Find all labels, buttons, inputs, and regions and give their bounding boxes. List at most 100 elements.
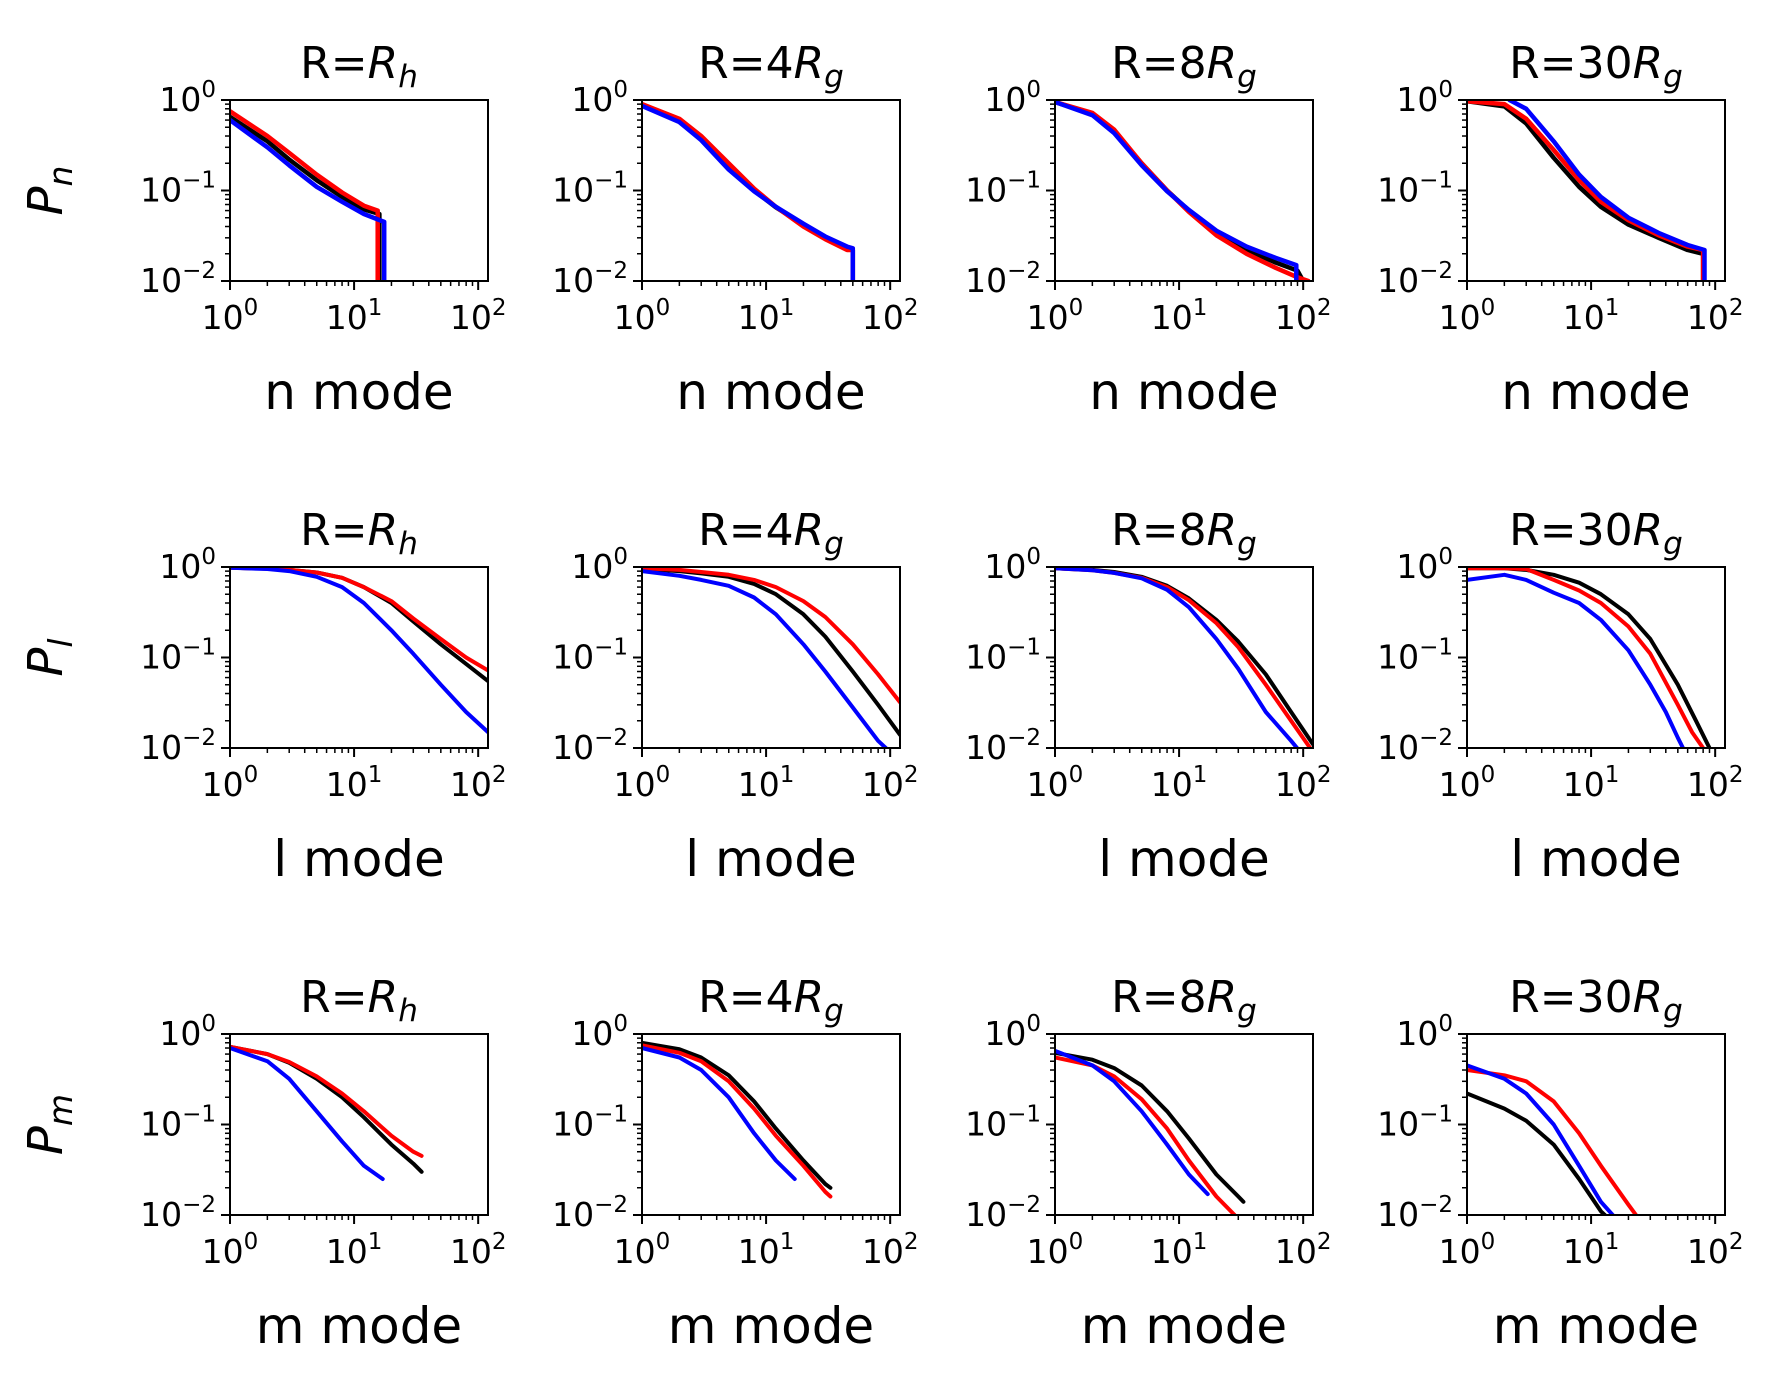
x-tick-label: 102 bbox=[862, 1229, 919, 1271]
subplot-title: R=Rh bbox=[300, 972, 418, 1029]
x-tick-label: 102 bbox=[1687, 295, 1744, 337]
series-line-black bbox=[230, 1044, 424, 1174]
x-tick-label: 102 bbox=[450, 1229, 507, 1271]
series-line-blue bbox=[642, 1046, 797, 1181]
y-tick-label: 10−1 bbox=[965, 635, 1041, 677]
series-group bbox=[1055, 567, 1313, 748]
x-tick-label: 100 bbox=[614, 295, 671, 337]
series-line-blue bbox=[230, 117, 387, 281]
x-tick-label: 101 bbox=[1563, 1229, 1620, 1271]
y-tick-label: 10−1 bbox=[552, 1102, 628, 1144]
series-line-red bbox=[642, 1043, 833, 1199]
y-tick-label: 10−2 bbox=[140, 258, 216, 300]
series-line-blue bbox=[642, 103, 856, 281]
x-axis-label: m mode bbox=[256, 1297, 462, 1355]
x-tick-label: 100 bbox=[202, 1229, 259, 1271]
series-line-blue bbox=[1055, 567, 1300, 748]
subplot-r0-c2: R=8Rg 100 101 102 100 10−1 10−2 n mode bbox=[965, 38, 1331, 421]
x-tick-label: 101 bbox=[326, 762, 383, 804]
axes-frame bbox=[1054, 99, 1314, 282]
x-tick-label: 102 bbox=[1275, 1229, 1332, 1271]
subplot-r0-c3: R=30Rg 100 101 102 100 10−1 10−2 n mode bbox=[1377, 38, 1743, 421]
y-tick-label: 10−1 bbox=[140, 168, 216, 210]
subplot-r2-c0: R=Rh 100 101 102 100 10−1 10−2 m mode Pm bbox=[18, 972, 506, 1355]
subplot-title: R=8Rg bbox=[1111, 972, 1257, 1029]
x-tick-label: 102 bbox=[1687, 1229, 1744, 1271]
x-tick-label: 102 bbox=[1275, 762, 1332, 804]
x-tick-label: 100 bbox=[1027, 1229, 1084, 1271]
series-line-black bbox=[642, 1040, 833, 1190]
subplot-title: R=Rh bbox=[300, 505, 418, 562]
series-group bbox=[642, 101, 856, 281]
x-axis-label: l mode bbox=[1098, 830, 1270, 888]
x-tick-label: 100 bbox=[202, 295, 259, 337]
series-group bbox=[642, 567, 900, 748]
x-axis-label: l mode bbox=[1510, 830, 1682, 888]
y-tick-label: 10−1 bbox=[1377, 635, 1453, 677]
series-line-red bbox=[1467, 567, 1706, 748]
x-tick-label: 101 bbox=[326, 1229, 383, 1271]
series-line-red bbox=[1467, 1068, 1638, 1215]
y-tick-label: 10−2 bbox=[140, 1192, 216, 1234]
subplot-r2-c3: R=30Rg 100 101 102 100 10−1 10−2 m mode bbox=[1377, 972, 1743, 1355]
y-tick-label: 10−2 bbox=[1377, 1192, 1453, 1234]
y-tick-label: 10−2 bbox=[1377, 725, 1453, 767]
series-line-black bbox=[1467, 100, 1706, 281]
y-tick-label: 100 bbox=[984, 77, 1041, 119]
subplot-r1-c2: R=8Rg 100 101 102 100 10−1 10−2 l mode bbox=[965, 505, 1331, 888]
y-tick-label: 10−2 bbox=[552, 258, 628, 300]
series-line-blue bbox=[1507, 100, 1707, 281]
series-group bbox=[642, 1040, 833, 1199]
series-group bbox=[1055, 1048, 1246, 1215]
x-tick-label: 100 bbox=[202, 762, 259, 804]
x-tick-label: 101 bbox=[1563, 762, 1620, 804]
x-tick-label: 101 bbox=[326, 295, 383, 337]
series-line-black bbox=[1055, 567, 1313, 747]
y-tick-label: 10−1 bbox=[1377, 1102, 1453, 1144]
y-tick-label: 10−2 bbox=[965, 725, 1041, 767]
series-line-black bbox=[1055, 1050, 1246, 1204]
y-tick-label: 10−2 bbox=[965, 258, 1041, 300]
y-tick-label: 100 bbox=[1396, 544, 1453, 586]
x-tick-label: 100 bbox=[1439, 295, 1496, 337]
y-tick-label: 10−2 bbox=[140, 725, 216, 767]
y-tick-label: 100 bbox=[159, 77, 216, 119]
y-tick-label: 10−1 bbox=[140, 1102, 216, 1144]
y-axis-label: Pl bbox=[18, 638, 80, 676]
series-line-black bbox=[642, 102, 856, 281]
y-tick-label: 10−1 bbox=[552, 168, 628, 210]
series-line-blue bbox=[230, 567, 488, 735]
x-tick-label: 101 bbox=[738, 1229, 795, 1271]
x-axis-label: n mode bbox=[264, 363, 453, 421]
y-tick-label: 100 bbox=[984, 544, 1041, 586]
x-tick-label: 100 bbox=[1439, 762, 1496, 804]
series-group bbox=[1467, 567, 1712, 748]
y-tick-label: 10−2 bbox=[552, 725, 628, 767]
y-tick-label: 10−1 bbox=[552, 635, 628, 677]
x-axis-label: n mode bbox=[1501, 363, 1690, 421]
x-tick-label: 102 bbox=[862, 762, 919, 804]
subplot-r0-c0: R=Rh 100 101 102 100 10−1 10−2 n mode Pn bbox=[18, 38, 506, 421]
series-line-blue bbox=[1055, 100, 1299, 281]
y-tick-label: 100 bbox=[159, 544, 216, 586]
series-line-red bbox=[642, 567, 900, 705]
series-line-red bbox=[230, 1044, 424, 1158]
x-tick-label: 101 bbox=[1151, 762, 1208, 804]
subplot-r1-c0: R=Rh 100 101 102 100 10−1 10−2 l mode Pl bbox=[18, 505, 506, 888]
subplot-title: R=8Rg bbox=[1111, 38, 1257, 95]
subplot-title: R=4Rg bbox=[698, 38, 844, 95]
subplot-title: R=30Rg bbox=[1509, 505, 1683, 562]
axes-frame bbox=[641, 99, 901, 282]
x-axis-label: m mode bbox=[668, 1297, 874, 1355]
subplot-r1-c1: R=4Rg 100 101 102 100 10−1 10−2 l mode bbox=[552, 505, 918, 888]
subplot-r2-c1: R=4Rg 100 101 102 100 10−1 10−2 m mode bbox=[552, 972, 918, 1355]
series-group bbox=[1055, 100, 1311, 281]
series-group bbox=[230, 109, 387, 281]
x-tick-label: 100 bbox=[1439, 1229, 1496, 1271]
series-line-blue bbox=[1467, 572, 1685, 748]
series-line-black bbox=[1467, 1091, 1608, 1215]
axes-frame bbox=[1466, 1033, 1726, 1216]
y-tick-label: 10−1 bbox=[1377, 168, 1453, 210]
subplot-title: R=8Rg bbox=[1111, 505, 1257, 562]
